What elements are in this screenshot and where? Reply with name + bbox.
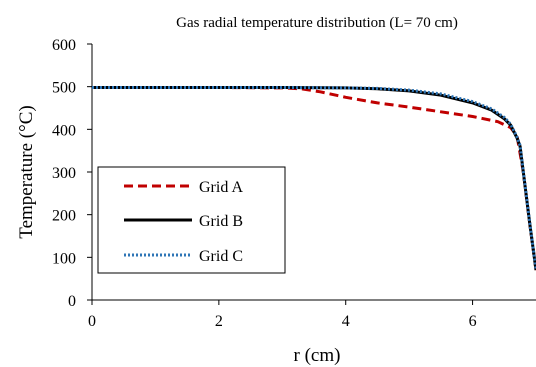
y-tick-label: 0 — [68, 293, 76, 310]
x-tick-label: 6 — [469, 313, 477, 330]
x-axis-label: r (cm) — [294, 345, 341, 366]
legend-label: Grid A — [199, 179, 243, 196]
x-tick-label: 0 — [88, 313, 96, 330]
y-tick-labels: 0 100 200 300 400 500 600 — [52, 37, 76, 310]
series-lines — [92, 86, 536, 271]
chart-title: Gas radial temperature distribution (L= … — [176, 15, 458, 31]
y-tick-label: 500 — [52, 80, 76, 97]
x-tick-labels: 0 2 4 6 — [88, 313, 477, 330]
legend: Grid A Grid B Grid C — [97, 166, 286, 274]
y-tick-label: 100 — [52, 250, 76, 267]
x-tick-label: 4 — [342, 313, 350, 330]
y-tick-label: 600 — [52, 37, 76, 54]
legend-label: Grid C — [199, 248, 243, 265]
axis-ticks — [87, 43, 474, 305]
x-tick-label: 2 — [215, 313, 223, 330]
y-axis-label: Temperature (°C) — [16, 105, 37, 238]
y-tick-label: 200 — [52, 208, 76, 225]
legend-label: Grid B — [199, 213, 243, 230]
y-tick-label: 400 — [52, 122, 76, 139]
y-tick-label: 300 — [52, 165, 76, 182]
series-line-grid-c — [92, 86, 536, 270]
